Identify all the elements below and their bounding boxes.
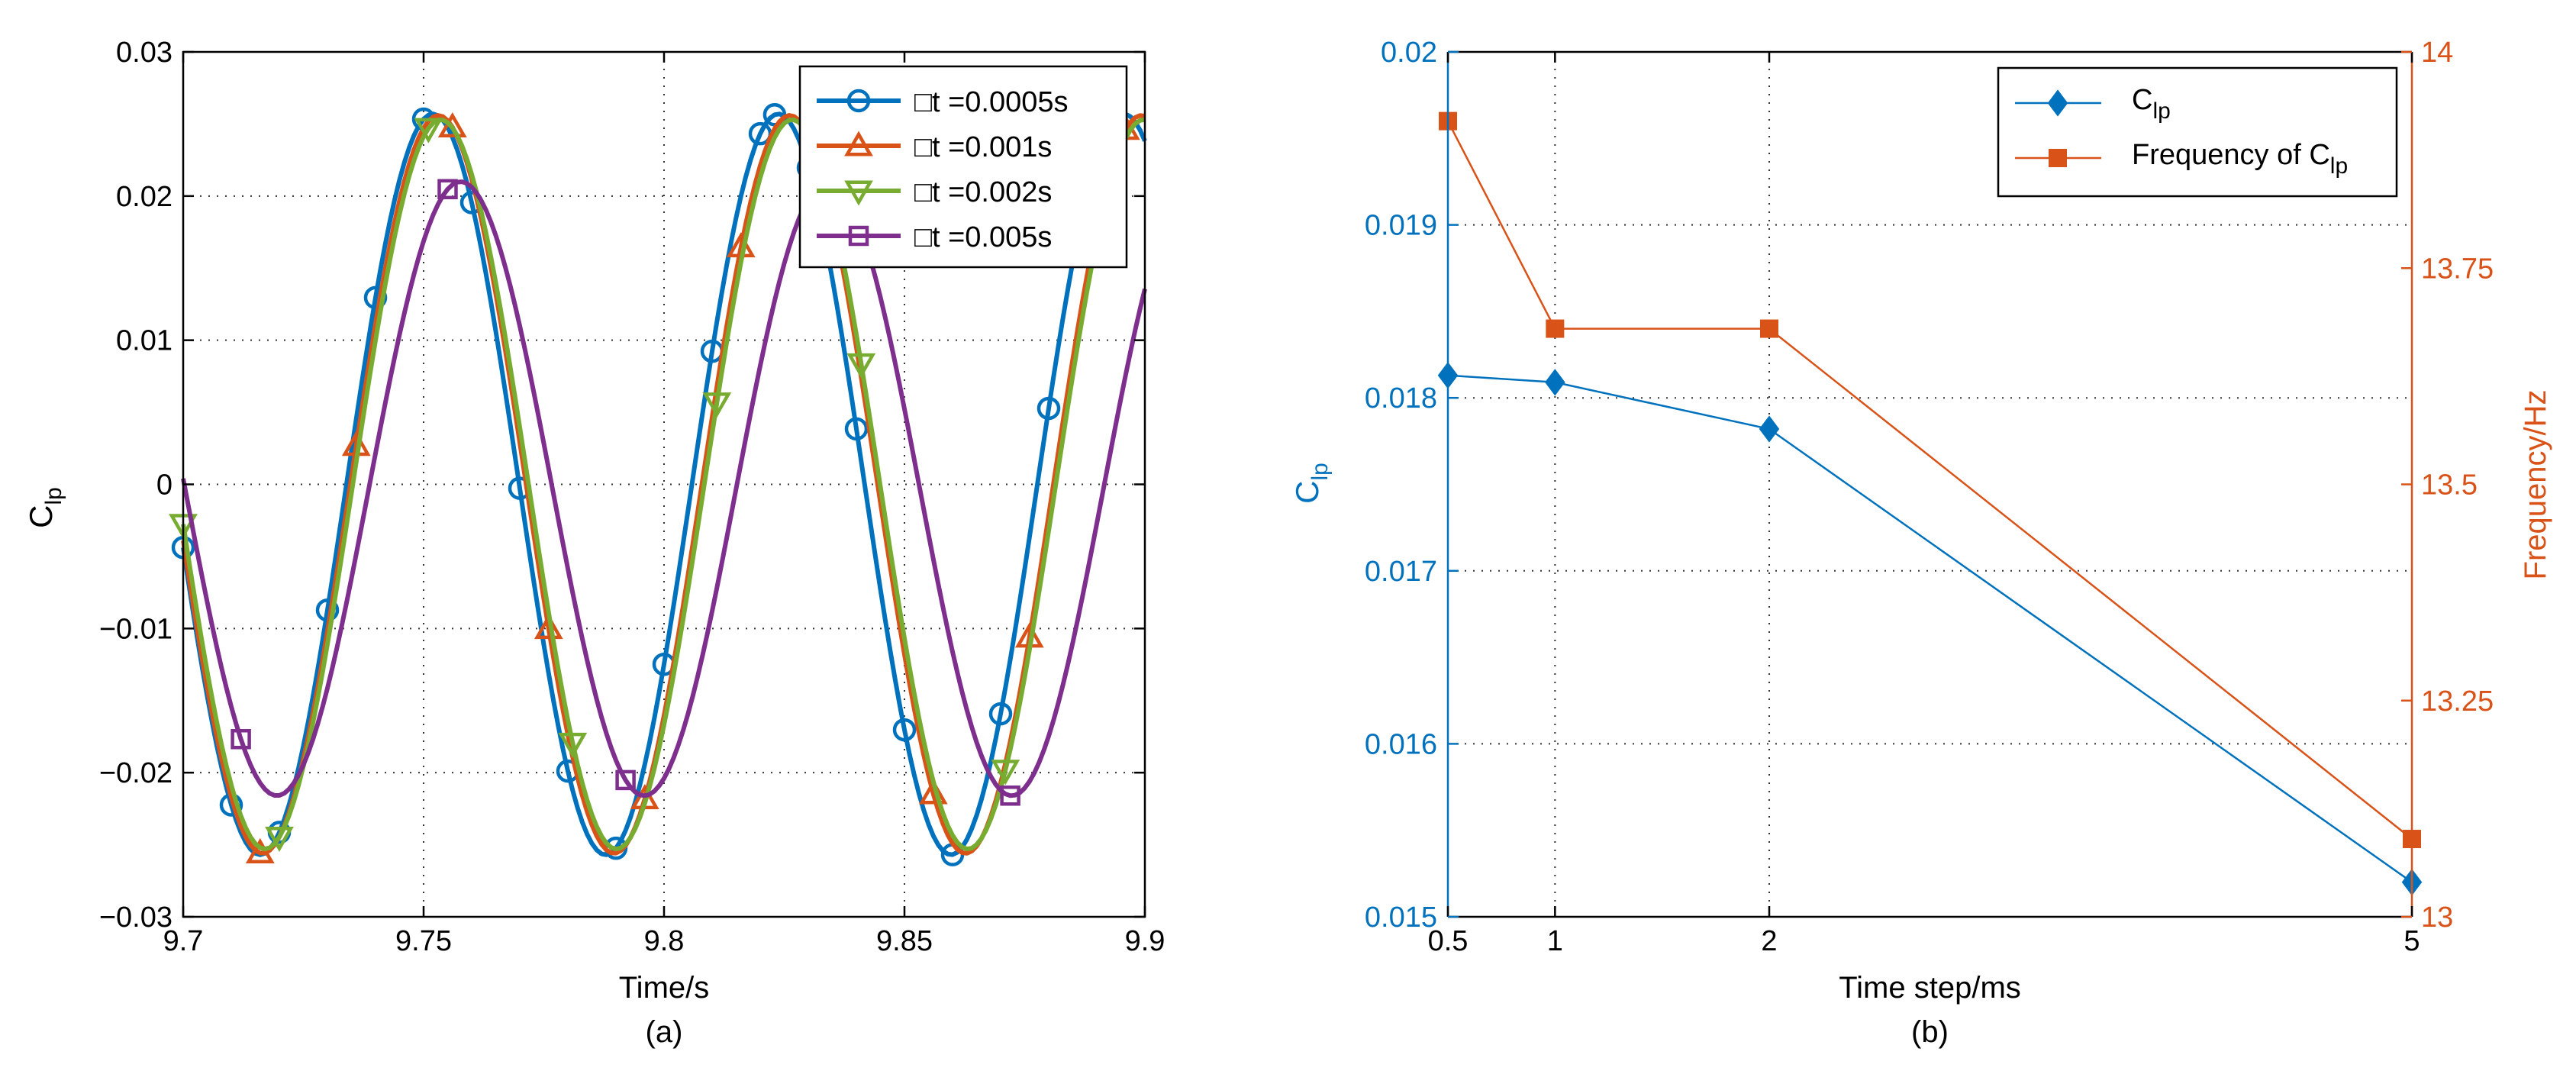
chart-b-xtick-label: 0.5 (1428, 925, 1469, 957)
legend-marker (2047, 89, 2068, 117)
chart-b-xlabel: Time step/ms (1839, 971, 2021, 1005)
chart-a-ytick-label: 0 (156, 469, 172, 502)
series-2-line (181, 117, 1146, 852)
legend-label: □t =0.002s (914, 176, 1052, 208)
chart-b-legend: Clp Frequency of Clp (1997, 66, 2398, 198)
series-3-marker (615, 769, 636, 791)
chart-b-ytick-right-label: 13.75 (2421, 253, 2494, 285)
chart-a-ytick-label: −0.02 (99, 757, 172, 789)
series-1-marker (918, 779, 948, 805)
series-0-marker (988, 702, 1013, 726)
series-0-marker (844, 417, 869, 441)
series-1-marker (245, 837, 275, 863)
series-0-marker (1037, 396, 1061, 421)
series-2-marker (702, 392, 732, 418)
chart-b-ytick-left-label: 0.02 (1381, 37, 1437, 69)
chart-a-ylabel: Clp (23, 487, 66, 528)
chart-a-legend: □t =0.0005s □t =0.001s □t =0.002s □t =0.005… (798, 65, 1128, 269)
chart-b-ytick-right-label: 13 (2421, 902, 2453, 934)
series-0-line (1447, 374, 2413, 883)
series-1-line (1446, 121, 2413, 840)
chart-b: 0.5 1 2 5 0.015 0.016 0.017 0.018 0.019 0.02 13 13.… (1289, 37, 2552, 1049)
series-0-marker (1759, 415, 1780, 443)
series-2-marker (558, 732, 588, 758)
chart-b-ytick-right-label: 14 (2421, 37, 2453, 69)
chart-a: 9.7 9.75 9.8 9.85 9.9 −0.03 −0.02 −0.01 0 0.01 0.0… (23, 37, 1165, 1049)
chart-b-ytick-left-label: 0.018 (1365, 382, 1437, 415)
chart-a-xtick-label: 9.8 (644, 925, 685, 957)
series-3-marker (1000, 786, 1020, 806)
chart-a-ytick-label: 0.01 (116, 325, 172, 357)
chart-a-xtick-label: 9.85 (876, 925, 933, 957)
series-2-marker (414, 118, 443, 144)
legend-label: □t =0.001s (914, 131, 1052, 163)
chart-a-ytick-label: 0.02 (116, 181, 172, 213)
chart-a-xtick-label: 9.75 (395, 925, 452, 957)
legend-marker (844, 131, 873, 156)
legend-label: Frequency of Clp (2132, 139, 2348, 179)
legend-box (1997, 66, 2398, 198)
series-3-marker (231, 729, 251, 750)
chart-b-ylabel-left: Clp (1289, 463, 1333, 504)
legend-label: □t =0.0005s (914, 86, 1069, 118)
chart-b-ylabel-right: Frequency/Hz (2519, 390, 2552, 580)
legend-marker (2049, 149, 2067, 167)
series-1-marker (1760, 319, 1778, 338)
chart-b-xtick-label: 5 (2404, 925, 2420, 957)
legend-label: Clp (2132, 84, 2171, 124)
chart-b-xtick-label: 1 (1547, 925, 1563, 957)
chart-b-ytick-left-label: 0.015 (1365, 902, 1437, 934)
legend-marker (846, 89, 871, 113)
series-1-marker (1546, 319, 1565, 338)
chart-a-ytick-label: −0.03 (99, 902, 172, 934)
chart-a-xtick-label: 9.7 (163, 925, 204, 957)
series-0-marker (892, 718, 917, 742)
chart-a-ytick-label: 0.03 (116, 37, 172, 69)
series-2-marker (846, 353, 876, 379)
chart-b-ytick-left-label: 0.016 (1365, 728, 1437, 760)
legend-marker (848, 225, 869, 247)
chart-b-xtick-label: 2 (1761, 925, 1777, 957)
chart-a-xlabel: Time/s (619, 971, 710, 1005)
chart-b-ytick-right-label: 13.5 (2421, 469, 2478, 502)
series-3-marker (437, 179, 458, 200)
legend-label: □t =0.005s (914, 221, 1052, 253)
chart-b-ytick-right-label: 13.25 (2421, 686, 2494, 718)
series-1-marker (534, 614, 563, 640)
chart-b-caption: (b) (1911, 1015, 1949, 1049)
chart-a-caption: (a) (646, 1015, 683, 1049)
chart-a-xtick-label: 9.9 (1125, 925, 1165, 957)
series-0-marker (1545, 369, 1565, 396)
series-3-line (181, 179, 1147, 798)
series-1-marker (437, 112, 467, 138)
series-2-marker (991, 760, 1020, 786)
series-0-line (181, 111, 1147, 857)
chart-b-ytick-left-label: 0.017 (1365, 556, 1437, 588)
series-2-marker (265, 826, 294, 852)
legend-marker (844, 180, 873, 206)
chart-a-ytick-label: −0.01 (99, 613, 172, 645)
chart-b-ytick-left-label: 0.019 (1365, 210, 1437, 242)
series-0-marker (363, 285, 388, 310)
